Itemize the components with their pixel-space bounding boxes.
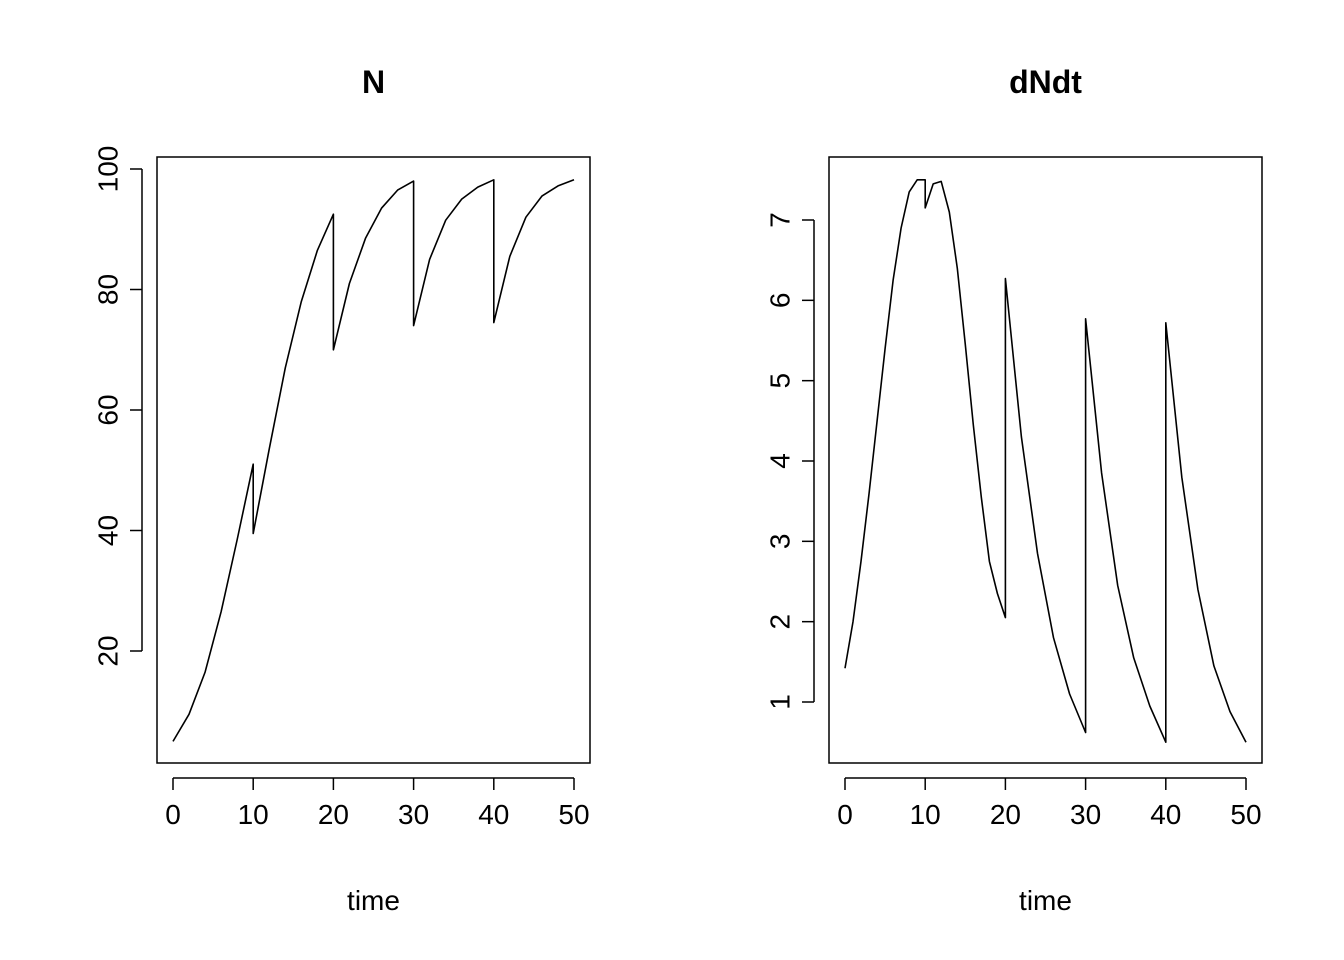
x-tick-label: 20 [318, 799, 349, 830]
y-tick-label: 100 [93, 146, 124, 193]
x-tick-label: 0 [837, 799, 853, 830]
x-tick-label: 30 [1070, 799, 1101, 830]
y-tick-label: 80 [93, 274, 124, 305]
x-tick-label: 10 [238, 799, 269, 830]
y-tick-label: 3 [765, 534, 796, 550]
panel-1: N 0 10 20 30 40 50 20 40 60 80 100 time [93, 64, 591, 916]
plot-frame [156, 156, 591, 764]
y-tick-label: 4 [765, 453, 796, 469]
x-tick-label: 20 [990, 799, 1021, 830]
x-tick-label: 40 [478, 799, 509, 830]
x-axis-title: time [347, 885, 400, 916]
x-tick-label: 10 [910, 799, 941, 830]
y-tick-label: 6 [765, 293, 796, 309]
x-tick-label: 40 [1150, 799, 1181, 830]
y-tick-label: 5 [765, 373, 796, 389]
plot-frame [828, 156, 1263, 764]
x-tick-label: 30 [398, 799, 429, 830]
chart-title: dNdt [1009, 64, 1082, 100]
x-tick-label: 0 [165, 799, 181, 830]
panel-2: dNdt 0 10 20 30 40 50 1 2 3 4 5 6 7 time [765, 64, 1263, 916]
series-line-1 [844, 179, 1247, 744]
y-tick-label: 7 [765, 212, 796, 228]
y-tick-label: 40 [93, 515, 124, 546]
x-axis-title: time [1019, 885, 1072, 916]
x-tick-label: 50 [1230, 799, 1261, 830]
x-tick-label: 50 [558, 799, 589, 830]
y-tick-label: 20 [93, 635, 124, 666]
y-tick-label: 1 [765, 694, 796, 710]
chart-title: N [362, 64, 385, 100]
y-tick-label: 60 [93, 394, 124, 425]
y-tick-label: 2 [765, 614, 796, 630]
series-line-1 [172, 179, 575, 742]
